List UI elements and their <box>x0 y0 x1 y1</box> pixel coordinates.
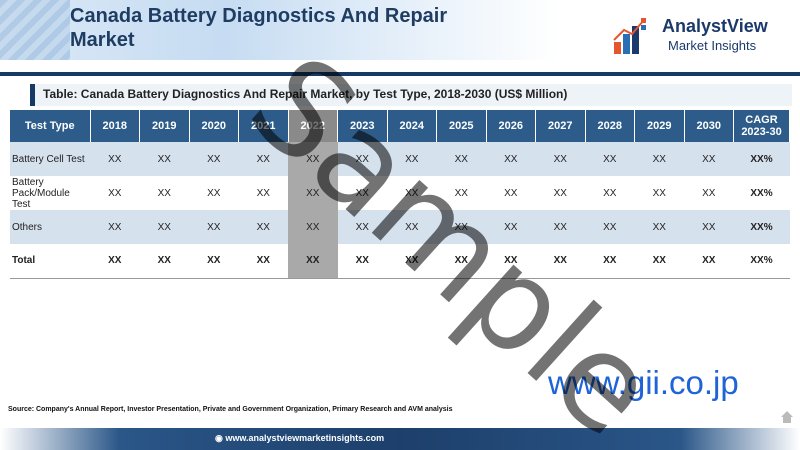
column-header: 2026 <box>486 110 536 142</box>
globe-icon: ◉ <box>215 433 223 443</box>
table-cell: XX <box>337 210 387 244</box>
table-cell: XX <box>585 210 635 244</box>
logo-subtitle: Market Insights <box>668 38 757 53</box>
column-header: 2029 <box>634 110 685 142</box>
table-cell: XX <box>90 176 140 210</box>
column-header: 2022 <box>288 110 338 142</box>
gii-url: www.gii.co.jp <box>548 364 739 401</box>
table-cell: XX <box>486 176 536 210</box>
table-cell: XX <box>535 244 585 279</box>
column-header: 2028 <box>585 110 635 142</box>
table-cell: XX <box>585 244 635 279</box>
cagr-cell: XX% <box>733 176 790 210</box>
table-cell: XX <box>486 244 536 279</box>
logo: AnalystView Market Insights <box>612 12 792 58</box>
table-cell: XX <box>238 210 288 244</box>
table-cell: XX <box>387 244 437 279</box>
table-cell: XX <box>337 244 387 279</box>
table-cell: XX <box>90 142 140 176</box>
table-cell: XX <box>238 176 288 210</box>
table-cell: XX <box>139 176 189 210</box>
table-title: Table: Canada Battery Diagnostics And Re… <box>43 87 568 101</box>
table-cell: XX <box>585 142 635 176</box>
footer-url-text: www.analystviewmarketinsights.com <box>225 433 385 443</box>
table-cell: XX <box>684 210 734 244</box>
table-cell: XX <box>684 142 734 176</box>
column-header: Test Type <box>10 110 91 142</box>
cagr-cell: XX% <box>733 244 790 279</box>
table-cell: XX <box>238 142 288 176</box>
footer-bar <box>0 428 800 450</box>
table-cell: XX <box>189 142 239 176</box>
table-cell: XX <box>337 142 387 176</box>
table-row: Others XX XX XX XX XX XX XX XX XX XX XX XX XX XX% <box>10 210 790 244</box>
column-header: CAGR 2023-30 <box>733 110 790 142</box>
table-cell: XX <box>90 210 140 244</box>
table-cell: XX <box>387 142 437 176</box>
logo-name: AnalystView <box>662 16 768 36</box>
table-body: Battery Cell Test XX XX XX XX XX XX XX XX XX XX XX X… <box>10 142 790 279</box>
table-title-bar: Table: Canada Battery Diagnostics And Re… <box>30 84 792 106</box>
table-cell: XX <box>387 176 437 210</box>
header-divider <box>0 72 800 76</box>
column-header: 2030 <box>684 110 734 142</box>
cagr-cell: XX% <box>733 142 790 176</box>
table-row: Battery Pack/Module Test XX XX XX XX XX XX XX XX… <box>10 176 790 210</box>
table-cell: XX <box>486 142 536 176</box>
footer-url[interactable]: ◉ www.analystviewmarketinsights.com <box>215 433 384 444</box>
column-header: 2025 <box>436 110 487 142</box>
table-cell: XX <box>634 176 684 210</box>
table-header-row: Test Type 2018 2019 2020 2021 2022 2023 … <box>10 110 790 142</box>
table-cell: XX <box>288 142 338 176</box>
table-cell: XX <box>634 142 684 176</box>
table-cell: XX <box>585 176 635 210</box>
cagr-cell: XX% <box>733 210 790 244</box>
table-cell: XX <box>387 210 437 244</box>
table-cell: XX <box>436 176 486 210</box>
table-cell: XX <box>139 142 189 176</box>
table-cell: XX <box>535 210 585 244</box>
table-cell: XX <box>90 244 140 279</box>
analystview-logo-icon <box>613 18 646 54</box>
row-label: Others <box>10 210 90 244</box>
table-cell: XX <box>535 142 585 176</box>
row-label: Total <box>10 244 90 279</box>
column-header: 2018 <box>90 110 140 142</box>
table-cell: XX <box>288 176 338 210</box>
column-header: 2023 <box>337 110 388 142</box>
column-header: 2027 <box>535 110 586 142</box>
home-icon <box>781 411 793 423</box>
table-cell: XX <box>337 176 387 210</box>
table-cell: XX <box>189 176 239 210</box>
source-note: Source: Company's Annual Report, Investo… <box>8 406 453 413</box>
column-header: 2021 <box>238 110 289 142</box>
row-label: Battery Cell Test <box>10 142 90 176</box>
table-cell: XX <box>436 142 486 176</box>
title-band <box>0 0 560 60</box>
column-header: 2024 <box>387 110 437 142</box>
table-cell: XX <box>238 244 288 279</box>
header: Canada Battery Diagnostics And Repair Ma… <box>0 0 800 72</box>
row-label: Battery Pack/Module Test <box>10 176 90 210</box>
table-cell: XX <box>634 210 684 244</box>
table-cell: XX <box>684 244 734 279</box>
table-cell: XX <box>139 244 189 279</box>
market-table: Test Type 2018 2019 2020 2021 2022 2023 … <box>10 110 790 279</box>
table-cell: XX <box>288 244 338 279</box>
table-cell: XX <box>139 210 189 244</box>
page-title: Canada Battery Diagnostics And Repair Ma… <box>70 5 448 51</box>
table-cell: XX <box>189 244 239 279</box>
table-cell: XX <box>436 210 486 244</box>
table-cell: XX <box>535 176 585 210</box>
column-header: 2019 <box>139 110 190 142</box>
table-row: Battery Cell Test XX XX XX XX XX XX XX XX XX XX XX X… <box>10 142 790 176</box>
table-cell: XX <box>436 244 486 279</box>
table-cell: XX <box>189 210 239 244</box>
table-row: Total XX XX XX XX XX XX XX XX XX XX XX XX XX XX% <box>10 244 790 279</box>
table-cell: XX <box>684 176 734 210</box>
table-cell: XX <box>634 244 684 279</box>
column-header: 2020 <box>189 110 239 142</box>
table-cell: XX <box>486 210 536 244</box>
table-cell: XX <box>288 210 338 244</box>
